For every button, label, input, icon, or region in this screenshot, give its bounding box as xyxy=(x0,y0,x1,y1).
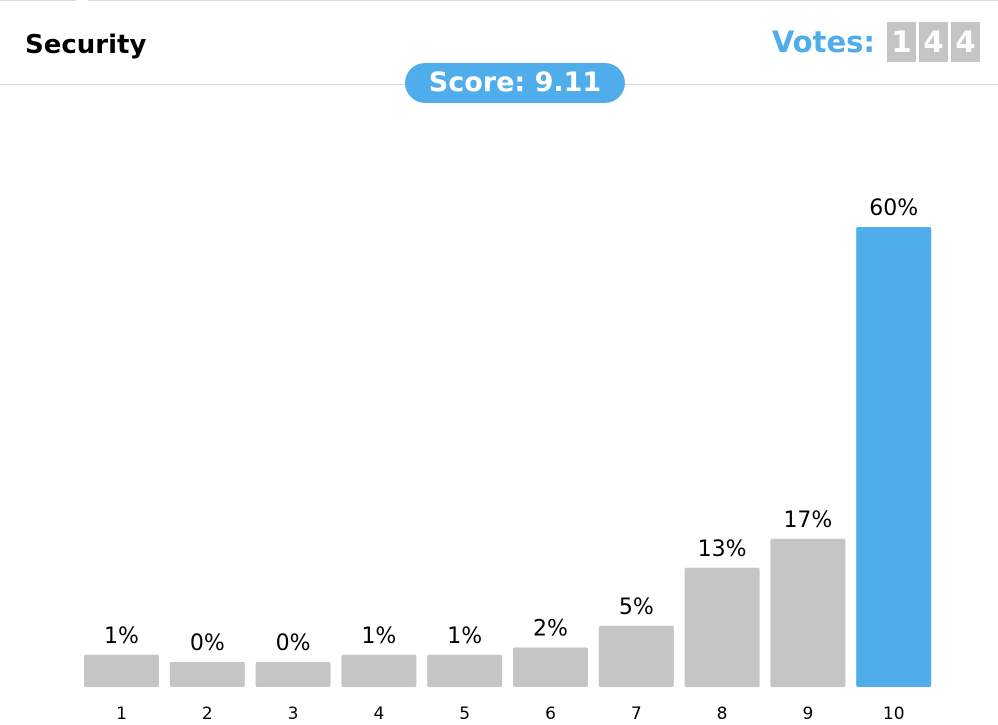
bar-2 xyxy=(169,662,245,687)
bar-1 xyxy=(84,654,159,688)
votes-counter: Votes: 1 4 4 xyxy=(772,22,980,62)
bar-3 xyxy=(255,662,331,687)
x-tick-label-3: 3 xyxy=(288,704,299,724)
bar-value-label-6: 2% xyxy=(533,617,568,642)
bar-value-label-7: 5% xyxy=(619,595,654,620)
bar-5 xyxy=(427,654,503,688)
votes-label: Votes: xyxy=(771,25,875,59)
votes-digit: 1 xyxy=(887,22,916,62)
tab-notch xyxy=(76,0,88,4)
bar-6 xyxy=(513,647,588,687)
x-tick-label-4: 4 xyxy=(373,704,384,724)
x-tick-label-7: 7 xyxy=(631,704,642,724)
bar-value-label-4: 1% xyxy=(361,624,396,649)
bar-7 xyxy=(598,625,674,688)
bar-value-label-3: 0% xyxy=(276,631,311,656)
x-tick-label-10: 10 xyxy=(883,704,905,724)
bar-10 xyxy=(856,227,932,687)
bar-4 xyxy=(341,654,417,688)
bar-value-label-10: 60% xyxy=(869,196,918,221)
top-divider xyxy=(0,0,998,1)
x-tick-label-8: 8 xyxy=(717,704,728,724)
bar-value-label-2: 0% xyxy=(190,631,225,656)
votes-digit: 4 xyxy=(951,22,980,62)
x-tick-label-2: 2 xyxy=(202,704,213,724)
x-tick-label-9: 9 xyxy=(802,704,813,724)
score-badge: Score: 9.11 xyxy=(405,63,625,103)
bar-9 xyxy=(770,538,846,688)
x-tick-label-1: 1 xyxy=(116,704,127,724)
bar-8 xyxy=(684,567,760,688)
bar-value-label-8: 13% xyxy=(698,537,747,562)
x-tick-label-5: 5 xyxy=(459,704,470,724)
bar-value-label-5: 1% xyxy=(447,624,482,649)
page-title: Security xyxy=(25,30,147,60)
bar-value-label-9: 17% xyxy=(783,508,832,533)
bar-value-label-1: 1% xyxy=(104,624,139,649)
x-tick-label-6: 6 xyxy=(545,704,556,724)
votes-digit: 4 xyxy=(919,22,948,62)
